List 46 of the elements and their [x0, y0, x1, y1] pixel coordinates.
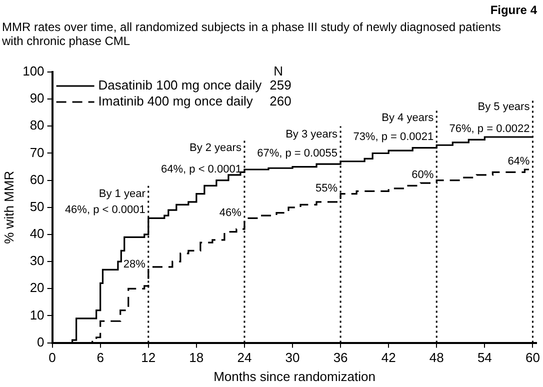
y-tick-label: 10 [30, 307, 44, 322]
annotation: By 3 years [286, 128, 338, 140]
x-axis-title: Months since randomization [214, 368, 376, 384]
annotation: By 2 years [189, 142, 242, 154]
x-tick-label: 42 [381, 350, 396, 366]
x-tick-label: 36 [333, 350, 348, 366]
annotation: 60% [412, 168, 434, 181]
annotation: By 1 year [98, 188, 146, 200]
annotation: 46% [219, 206, 242, 219]
annotation: 73%, p = 0.0021 [353, 131, 434, 144]
x-tick-label: 0 [48, 350, 56, 366]
legend-title: N [274, 64, 283, 79]
annotation: 64%, p < 0.0001 [161, 164, 242, 176]
annotation: 46%, p < 0.0001 [64, 204, 146, 216]
y-tick-label: 70 [30, 144, 44, 160]
annotation: By 4 years [382, 112, 434, 124]
x-tick-label: 30 [285, 350, 300, 366]
annotation: 76%, p = 0.0022 [449, 122, 530, 135]
annotation: By 5 years [478, 101, 530, 114]
annotation: 260 [270, 94, 292, 109]
x-tick-label: 12 [141, 350, 156, 366]
legend-label: Dasatinib 100 mg once daily [98, 78, 262, 93]
y-tick-label: 80 [30, 118, 44, 133]
y-tick-label: 30 [30, 253, 44, 268]
chart-title: MMR rates over time, all randomized subjects in a phase III study of newly diagnosed patients with chronic phase CML [2, 20, 502, 48]
y-tick-label: 60 [30, 172, 44, 187]
legend-label: Imatinib 400 mg once daily [98, 94, 254, 109]
annotation: 64% [508, 155, 530, 168]
x-tick-label: 60 [525, 350, 540, 366]
annotation: 67%, p = 0.0055 [257, 147, 338, 160]
annotation: 28% [123, 258, 146, 270]
x-tick-label: 24 [237, 350, 252, 366]
y-tick-label: 100 [22, 64, 44, 79]
chart-subtitle: Figure 4 [490, 3, 537, 17]
x-tick-label: 18 [189, 350, 204, 366]
y-tick-label: 90 [30, 90, 44, 106]
y-tick-label: 20 [30, 280, 44, 296]
y-tick-label: 40 [30, 226, 44, 242]
y-tick-label: 0 [37, 334, 44, 350]
x-tick-label: 54 [477, 350, 492, 366]
annotation: 55% [316, 182, 338, 194]
x-tick-label: 6 [96, 350, 104, 366]
annotation: 259 [270, 78, 292, 93]
y-tick-label: 50 [30, 198, 44, 214]
x-tick-label: 48 [429, 350, 444, 366]
y-axis-title: % with MMR [1, 170, 16, 244]
